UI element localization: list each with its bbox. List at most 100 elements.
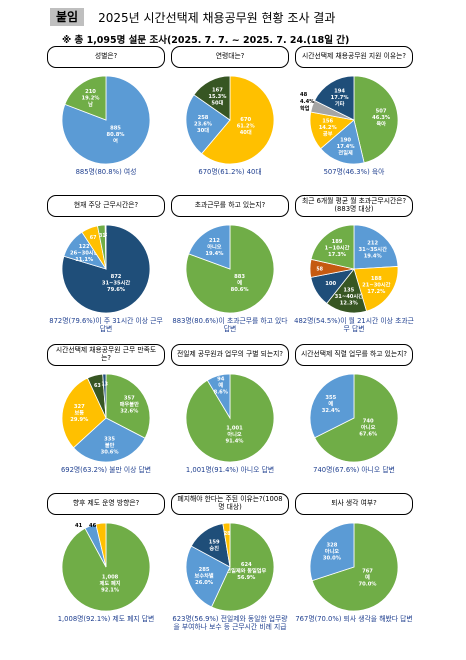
slice-label: 19.4% bbox=[364, 254, 383, 260]
slice-label: 23.6% bbox=[194, 122, 213, 128]
chart-panel: 현재 주당 근무시간은? 872 31~35시간 79.6% 122 26~30시간 11.… bbox=[44, 195, 168, 339]
chart-row: 향후 제도 운영 방향은? 1,008 제도 폐지 92.1% 46 41 1,008명(9… bbox=[44, 493, 416, 637]
chart-caption: 623명(56.9%) 전일제와 동일한 업무량을 부여하나 보수 등 근무시간… bbox=[172, 615, 288, 631]
slice-label: 1~10시간 bbox=[325, 244, 350, 252]
chart-panel: 향후 제도 운영 방향은? 1,008 제도 폐지 92.1% 46 41 1,008명(9… bbox=[44, 493, 168, 637]
pie-slice bbox=[309, 522, 355, 582]
question-box: 시간선택제 직렬 업무를 하고 있는지? bbox=[295, 344, 413, 366]
slice-label: 30.0% bbox=[323, 556, 342, 562]
pie-slice bbox=[320, 119, 365, 165]
pie-slice bbox=[311, 522, 399, 612]
slice-label: 아니오 bbox=[325, 547, 340, 555]
pie-slice bbox=[310, 224, 355, 270]
slice-label: 남 bbox=[88, 100, 93, 108]
slice-label: 189 bbox=[332, 239, 343, 245]
slice-label: 670 bbox=[240, 117, 251, 123]
slice-label: 예 bbox=[365, 573, 370, 581]
slice-label: 보수차별 bbox=[195, 572, 214, 580]
chart-caption: 507명(46.3%) 육아 bbox=[323, 168, 385, 176]
outside-label: 학업 bbox=[300, 104, 310, 112]
slice-label: 26.0% bbox=[195, 580, 214, 586]
pie-slice bbox=[61, 75, 151, 165]
chart-panel: 시간선택제 채용공무원 근무 만족도는? 357 매우불만 32.6% 335 불만 30.… bbox=[44, 344, 168, 488]
slice-label: 1,008 bbox=[102, 575, 119, 581]
slice-label: 여 bbox=[113, 136, 118, 144]
slice-label: 507 bbox=[376, 108, 387, 114]
slice-label: 135 bbox=[343, 287, 354, 293]
slice-label: 167 bbox=[212, 87, 223, 93]
pie-slice bbox=[64, 75, 107, 121]
pie-slice bbox=[185, 224, 275, 314]
slice-label: 31 bbox=[99, 233, 106, 239]
chart-grid: 성별은? 885 80.8% 여 210 19.2% 남 885명(80.8%) 여성 연령대는… bbox=[44, 46, 416, 642]
slice-label: 46.3% bbox=[372, 115, 391, 121]
slice-label: 전일제와 동일업무 bbox=[226, 567, 266, 575]
slice-label: 1,001 bbox=[226, 426, 243, 432]
pie-slice bbox=[72, 417, 146, 463]
slice-label: 11.1% bbox=[75, 257, 94, 263]
slice-label: 767 bbox=[362, 568, 373, 574]
page-title: 2025년 시간선택제 채용공무원 현황 조사 결과 bbox=[98, 10, 336, 25]
pie-slice bbox=[353, 75, 399, 164]
slice-label: 17.2% bbox=[367, 289, 386, 295]
slice-label: 872 bbox=[111, 274, 122, 280]
slice-label: 15.3% bbox=[208, 94, 227, 100]
slice-label: 56.9% bbox=[237, 575, 256, 581]
slice-label: 122 bbox=[79, 244, 90, 250]
chart-panel: 퇴사 생각 여부? 767 예 70.0% 328 아니오 30.0% 767명(70.0%)… bbox=[292, 493, 416, 637]
slice-label: 210 bbox=[85, 89, 96, 95]
chart-panel: 폐지해야 한다는 주된 이유는?(1008명 대상) 624 전일제와 동일업무 56… bbox=[168, 493, 292, 637]
slice-label: 31~35시간 bbox=[359, 245, 388, 253]
chart-row: 현재 주당 근무시간은? 872 31~35시간 79.6% 122 26~30시간 11.… bbox=[44, 195, 416, 339]
slice-label: 예 bbox=[218, 381, 223, 389]
slice-label: 92.1% bbox=[101, 588, 120, 594]
slice-label: 기타 bbox=[335, 99, 345, 107]
chart-caption: 740명(67.6%) 아니오 답변 bbox=[313, 466, 395, 474]
pie-slice bbox=[201, 75, 275, 165]
chart-panel: 초과근무를 하고 있는지? 883 예 80.6% 212 아니오 19.4% 883명(80… bbox=[168, 195, 292, 339]
chart-panel: 연령대는? 670 61.2% 40대 258 23.6% 30대 167 15.3% 50대 67… bbox=[168, 46, 292, 190]
slice-label: 제도 폐지 bbox=[100, 579, 121, 587]
slice-label: 258 bbox=[198, 115, 209, 121]
slice-label: 32.4% bbox=[322, 408, 341, 414]
slice-label: 100 bbox=[325, 281, 336, 287]
slice-label: 30.6% bbox=[101, 450, 120, 456]
slice-label: 190 bbox=[340, 137, 351, 143]
slice-label: 740 bbox=[363, 418, 374, 424]
slice-label: 예 bbox=[237, 279, 242, 287]
chart-caption: 1,001명(91.4%) 아니오 답변 bbox=[185, 466, 275, 474]
pie-slice bbox=[314, 75, 355, 121]
slice-label: 19.2% bbox=[82, 96, 101, 102]
pie-slice bbox=[353, 266, 399, 312]
slice-label: 보통 bbox=[75, 409, 85, 417]
chart-caption: 885명(80.8%) 여성 bbox=[75, 168, 137, 176]
slice-label: 61.2% bbox=[237, 124, 256, 130]
question-box: 퇴사 생각 여부? bbox=[295, 493, 413, 515]
chart-caption: 482명(54.5%)이 월 21시간 이상 초과근무 답변 bbox=[294, 317, 414, 333]
outside-label: 46 bbox=[89, 523, 97, 529]
question-box: 폐지해야 한다는 주된 이유는?(1008명 대상) bbox=[171, 493, 289, 515]
chart-caption: 1,008명(92.1%) 제도 폐지 답변 bbox=[57, 615, 155, 623]
question-box: 시간선택제 채용공무원 지원 이유는? bbox=[295, 46, 413, 68]
survey-note: ※ 총 1,095명 설문 조사(2025. 7. 7. ~ 2025. 7. … bbox=[62, 35, 350, 46]
slice-label: 156 bbox=[322, 119, 333, 125]
chart-caption: 883명(80.6%)이 초과근무를 하고 있다 답변 bbox=[172, 317, 288, 333]
question-box: 초과근무를 하고 있는지? bbox=[171, 195, 289, 217]
question-box: 향후 제도 운영 방향은? bbox=[47, 493, 165, 515]
pie-slice bbox=[314, 373, 399, 463]
slice-label: 17.3% bbox=[328, 252, 347, 258]
slice-label: 91.4% bbox=[226, 439, 245, 445]
pie-slice bbox=[309, 373, 355, 439]
outside-label: 48 bbox=[300, 92, 308, 98]
pie-slice bbox=[104, 224, 107, 270]
slice-label: 21~30시간 bbox=[362, 281, 391, 289]
pie-slice bbox=[95, 522, 107, 568]
chart-row: 성별은? 885 80.8% 여 210 19.2% 남 885명(80.8%) 여성 연령대는… bbox=[44, 46, 416, 190]
pie-slice bbox=[105, 373, 151, 439]
chart-caption: 872명(79.6%)이 주 31시간 이상 근무 답변 bbox=[49, 317, 163, 333]
